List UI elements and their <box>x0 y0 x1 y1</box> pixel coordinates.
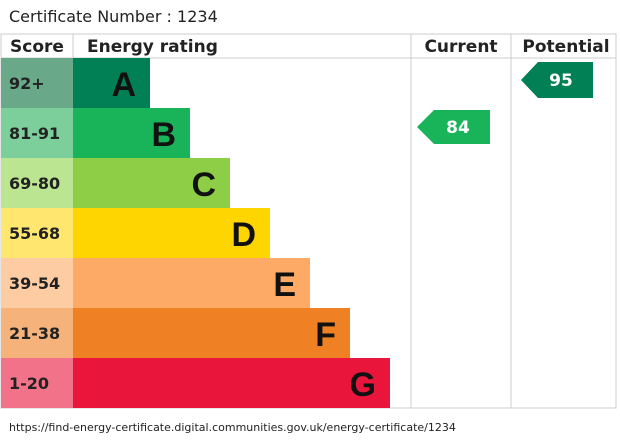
score-cell <box>1 208 73 258</box>
score-cell <box>1 58 73 108</box>
band-score: 39-54 <box>9 274 60 293</box>
band-bar <box>73 258 310 308</box>
potential-header: Potential <box>522 37 609 57</box>
band-letter: E <box>273 266 296 304</box>
footer-url: https://find-energy-certificate.digital.… <box>9 421 456 434</box>
band-letter: A <box>111 66 136 104</box>
band-score: 21-38 <box>9 324 60 343</box>
score-cell <box>1 108 73 158</box>
band-letter: G <box>350 366 376 404</box>
band-score: 55-68 <box>9 224 60 243</box>
band-letter: F <box>315 316 336 354</box>
bands: 92+ A 81-91 B 69-80 C 55-68 D 39-54 E 21-38 F 1-20 G <box>1 58 390 408</box>
band-bar <box>73 358 390 408</box>
score-cell <box>1 358 73 408</box>
band-bar <box>73 158 230 208</box>
rating-header: Energy rating <box>87 37 218 57</box>
band-letter: D <box>231 216 256 254</box>
current-value: 84 <box>446 118 470 138</box>
score-cell <box>1 258 73 308</box>
band-bar <box>73 208 270 258</box>
potential-arrow <box>521 62 593 98</box>
band-bar <box>73 58 150 108</box>
certificate-number: Certificate Number : 1234 <box>9 7 218 26</box>
band-letter: C <box>191 166 216 204</box>
score-header: Score <box>10 37 64 57</box>
band-score: 69-80 <box>9 174 60 193</box>
band-score: 1-20 <box>9 374 49 393</box>
potential-value: 95 <box>549 71 573 91</box>
current-header: Current <box>424 37 497 57</box>
band-bar <box>73 108 190 158</box>
score-cell <box>1 308 73 358</box>
band-score: 92+ <box>9 74 45 93</box>
current-arrow <box>417 110 490 144</box>
score-cell <box>1 158 73 208</box>
band-letter: B <box>151 116 176 154</box>
band-score: 81-91 <box>9 124 60 143</box>
band-bar <box>73 308 350 358</box>
